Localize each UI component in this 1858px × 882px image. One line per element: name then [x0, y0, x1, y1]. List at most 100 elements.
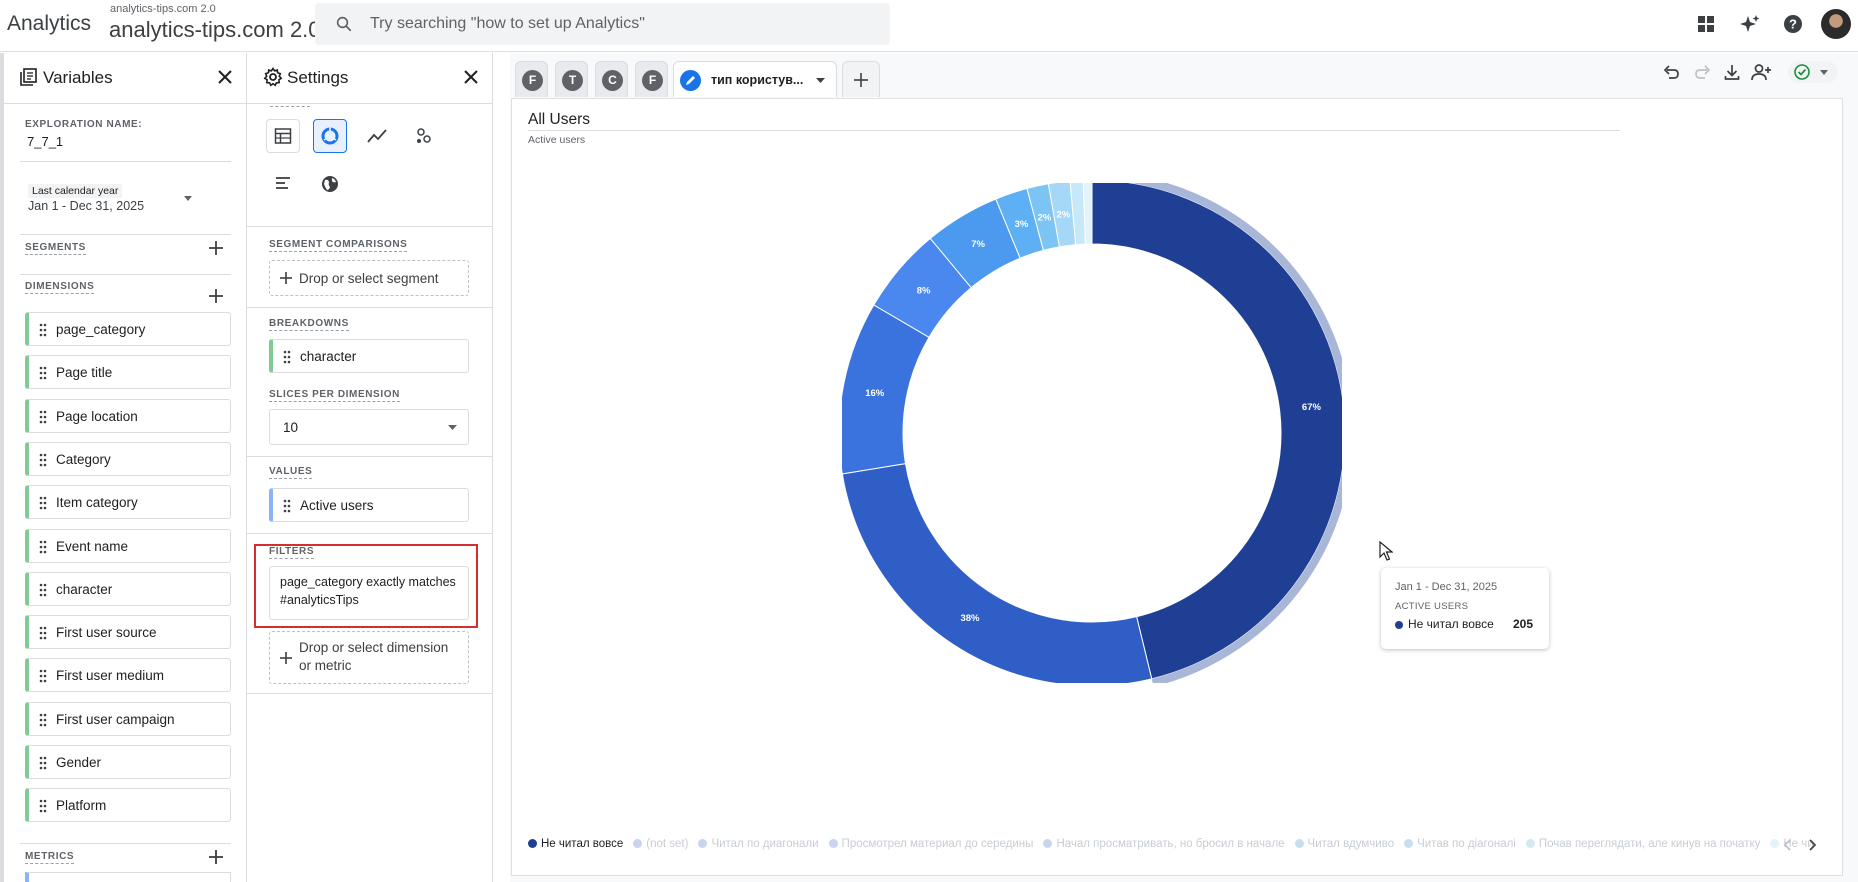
dimension-chip[interactable]: page_category	[25, 312, 231, 346]
legend-label: Не чи	[1783, 838, 1814, 850]
filter-dropzone[interactable]: Drop or select dimension or metric	[269, 631, 469, 684]
dimension-chip[interactable]: Category	[25, 441, 231, 476]
dimension-chip[interactable]: First user medium	[25, 658, 231, 693]
download-icon[interactable]	[1723, 63, 1741, 81]
dimension-chip[interactable]: First user campaign	[25, 701, 231, 736]
share-icon[interactable]	[1750, 63, 1772, 81]
close-variables-icon[interactable]	[214, 66, 236, 88]
dimension-chip[interactable]: Event name	[25, 528, 231, 563]
search-input[interactable]	[370, 11, 870, 37]
drag-handle-icon	[39, 626, 47, 640]
sparkle-icon[interactable]	[1737, 11, 1763, 37]
legend-item[interactable]: Читав по діагоналі	[1404, 838, 1516, 850]
viz-table-button[interactable]	[266, 119, 300, 153]
metrics-label: METRICS	[25, 851, 75, 864]
legend-item[interactable]: Начал просматривать, но бросил в начале	[1043, 838, 1285, 850]
legend-item[interactable]: Читал вдумчиво	[1294, 838, 1394, 850]
viz-line-button[interactable]	[360, 119, 394, 153]
dimension-chip[interactable]: character	[25, 571, 231, 606]
legend-next-icon[interactable]	[1806, 838, 1818, 852]
slice-label: 16%	[865, 388, 885, 399]
metric-chip[interactable]	[25, 872, 231, 882]
donut-slice[interactable]	[1082, 183, 1093, 245]
slice-label: 2%	[1038, 213, 1052, 224]
help-icon[interactable]: ?	[1780, 11, 1806, 37]
variables-icon	[20, 68, 37, 86]
legend-prev-icon[interactable]	[1782, 838, 1794, 852]
account-name[interactable]: analytics-tips.com 2.0	[110, 3, 216, 15]
table-icon	[274, 128, 292, 144]
dimension-chip[interactable]: Page location	[25, 398, 231, 433]
drag-handle-icon	[283, 499, 291, 513]
dimension-chip[interactable]: Platform	[25, 788, 231, 823]
legend-dot	[1525, 839, 1535, 848]
breakdown-chip[interactable]: character	[269, 339, 469, 373]
dimension-chip[interactable]: First user source	[25, 615, 231, 650]
legend-dot	[1770, 839, 1780, 848]
filter-chip[interactable]: page_category exactly matches #analytics…	[269, 566, 469, 620]
filters-highlight	[254, 544, 478, 628]
undo-icon[interactable]	[1662, 64, 1680, 82]
tab-active[interactable]: тип користув...	[673, 61, 837, 97]
add-segment-icon[interactable]	[207, 239, 225, 257]
donut-slice[interactable]	[1091, 183, 1342, 680]
legend-item[interactable]: Читал по диагонали	[698, 838, 819, 850]
gear-icon	[263, 67, 283, 87]
status-check-button[interactable]	[1788, 61, 1838, 83]
chart-title: All Users	[528, 111, 591, 128]
tab-letter: T	[562, 70, 583, 91]
legend-dot	[1404, 839, 1414, 848]
apps-grid-icon[interactable]	[1693, 11, 1719, 37]
close-settings-icon[interactable]	[460, 66, 482, 88]
legend-dot	[1294, 839, 1304, 848]
app-name[interactable]: Analytics	[7, 12, 92, 35]
legend-item[interactable]: (not set)	[633, 838, 688, 850]
tooltip-value: 205	[1513, 617, 1534, 631]
viz-scatter-button[interactable]	[407, 119, 441, 153]
tab-0[interactable]: F	[515, 61, 548, 97]
add-dimension-icon[interactable]	[207, 287, 225, 305]
breakdowns-label: BREAKDOWNS	[269, 318, 349, 331]
legend-label: (not set)	[646, 838, 689, 850]
donut-slice[interactable]	[842, 463, 1153, 683]
legend-dot	[828, 839, 838, 848]
slices-select[interactable]: 10	[269, 409, 469, 445]
dimension-chip[interactable]: Gender	[25, 745, 231, 779]
legend-item[interactable]: Не чи	[1770, 838, 1814, 850]
date-range-selector[interactable]: Last calendar year Jan 1 - Dec 31, 2025	[28, 184, 208, 216]
legend-label: Почав переглядати, але кинув на початку	[1538, 838, 1761, 850]
dimension-chip[interactable]: Item category	[25, 485, 231, 520]
redo-icon[interactable]	[1694, 64, 1712, 82]
add-metric-icon[interactable]	[207, 848, 225, 866]
tab-2[interactable]: C	[595, 61, 628, 97]
viz-geo-button[interactable]	[313, 167, 347, 201]
dimension-label: character	[56, 581, 113, 597]
avatar[interactable]	[1821, 9, 1851, 39]
dimension-chip[interactable]: Page title	[25, 355, 231, 390]
exploration-name[interactable]: 7_7_1	[27, 134, 64, 149]
legend-item[interactable]: Не читал вовсе	[528, 838, 623, 850]
tab-1[interactable]: T	[555, 61, 588, 97]
slice-label: 3%	[1015, 219, 1029, 230]
legend-item[interactable]: Просмотрел материал до середины	[828, 838, 1033, 850]
variables-panel: Variables EXPLORATION NAME: 7_7_1 Last c…	[0, 53, 247, 882]
drag-handle-icon	[39, 496, 47, 510]
dimension-label: page_category	[56, 322, 146, 337]
legend-item[interactable]: Почав переглядати, але кинув на початку	[1525, 838, 1761, 850]
property-selector[interactable]: analytics-tips.com 2.0	[109, 17, 321, 42]
donut-chart-icon	[321, 127, 339, 145]
segment-dropzone[interactable]: Drop or select segment	[269, 260, 469, 296]
tab-3[interactable]: F	[635, 61, 668, 97]
donut-chart: 67% 38% 16% 8% 7% 3% 2% 2%	[842, 183, 1342, 683]
settings-title: Settings	[287, 68, 349, 87]
viz-donut-button[interactable]	[313, 119, 347, 153]
add-tab-button[interactable]	[842, 61, 880, 97]
mouse-cursor-icon	[1379, 541, 1393, 561]
value-chip[interactable]: Active users	[269, 488, 469, 522]
viz-bar-button[interactable]	[266, 167, 300, 201]
donut-slice[interactable]	[842, 304, 930, 475]
tab-active-label: тип користув...	[711, 73, 804, 87]
segments-label: SEGMENTS	[25, 242, 86, 255]
slice-label: 67%	[1302, 402, 1322, 413]
search-box[interactable]	[315, 3, 890, 45]
